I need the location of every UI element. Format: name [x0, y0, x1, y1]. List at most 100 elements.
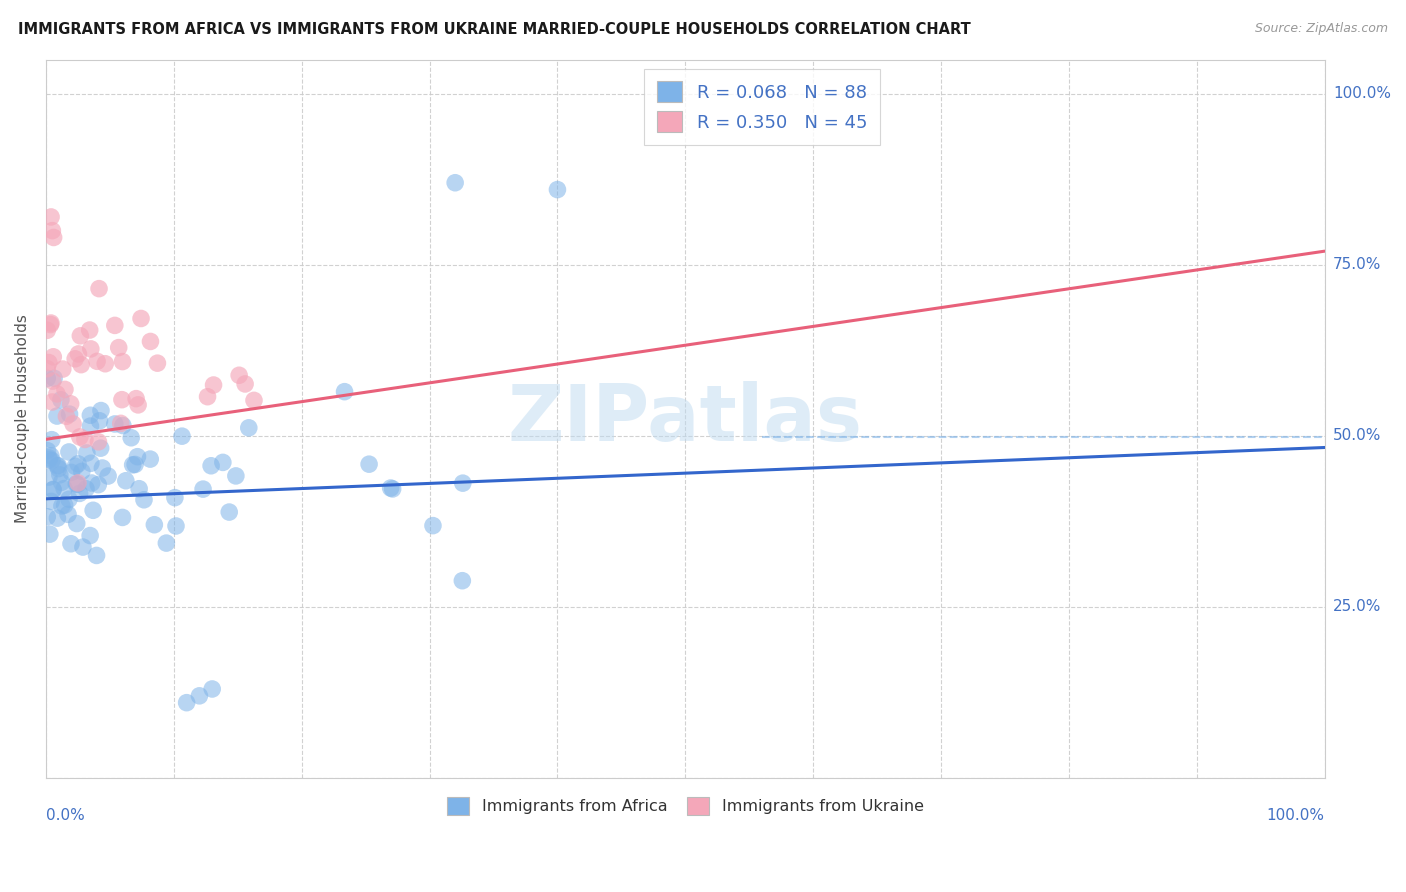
Point — [546, 183, 568, 197]
Point — [197, 390, 219, 404]
Y-axis label: Married-couple Households: Married-couple Households — [15, 314, 30, 524]
Point — [238, 421, 260, 435]
Point — [42, 350, 65, 364]
Point — [51, 475, 73, 490]
Point — [45, 387, 67, 401]
Point — [111, 354, 134, 368]
Point — [90, 441, 112, 455]
Point — [163, 491, 186, 505]
Point — [39, 318, 62, 332]
Point — [146, 356, 169, 370]
Point — [89, 414, 111, 428]
Point — [80, 342, 103, 356]
Point — [202, 378, 225, 392]
Text: 25.0%: 25.0% — [1333, 599, 1381, 615]
Point — [42, 371, 65, 385]
Point — [37, 509, 59, 524]
Point — [359, 457, 381, 471]
Point — [37, 371, 59, 385]
Point — [58, 492, 80, 507]
Point — [65, 477, 87, 491]
Point — [59, 397, 82, 411]
Point — [62, 417, 84, 431]
Point — [132, 492, 155, 507]
Point — [380, 481, 402, 495]
Point — [451, 476, 474, 491]
Point — [86, 354, 108, 368]
Point — [79, 409, 101, 423]
Point — [66, 475, 89, 490]
Text: 50.0%: 50.0% — [1333, 428, 1381, 443]
Point — [80, 475, 103, 490]
Point — [114, 474, 136, 488]
Point — [104, 318, 127, 333]
Point — [67, 457, 90, 471]
Point — [200, 458, 222, 473]
Point — [72, 540, 94, 554]
Point — [127, 398, 149, 412]
Point — [139, 334, 162, 349]
Point — [41, 395, 63, 409]
Point — [52, 362, 75, 376]
Point — [243, 393, 266, 408]
Point — [104, 417, 127, 431]
Point — [165, 519, 187, 533]
Point — [225, 469, 247, 483]
Point — [37, 443, 59, 458]
Text: ZIPatlas: ZIPatlas — [508, 381, 863, 457]
Point — [66, 477, 89, 491]
Point — [127, 450, 149, 464]
Point — [170, 429, 193, 443]
Point — [124, 458, 146, 472]
Point — [218, 505, 240, 519]
Point — [55, 409, 77, 424]
Point — [333, 384, 356, 399]
Point — [90, 403, 112, 417]
Point — [41, 224, 63, 238]
Point — [70, 465, 93, 479]
Point — [97, 469, 120, 483]
Point — [79, 528, 101, 542]
Point — [58, 407, 80, 421]
Point — [49, 467, 72, 482]
Point — [125, 392, 148, 406]
Point — [107, 341, 129, 355]
Point — [38, 450, 60, 465]
Point — [110, 417, 132, 431]
Point — [75, 482, 97, 496]
Text: 100.0%: 100.0% — [1333, 87, 1391, 102]
Point — [56, 508, 79, 522]
Point — [73, 433, 96, 447]
Point — [129, 311, 152, 326]
Point — [39, 494, 62, 508]
Point — [422, 518, 444, 533]
Point — [42, 374, 65, 388]
Point — [111, 392, 134, 407]
Point — [37, 323, 59, 337]
Text: IMMIGRANTS FROM AFRICA VS IMMIGRANTS FROM UKRAINE MARRIED-COUPLE HOUSEHOLDS CORR: IMMIGRANTS FROM AFRICA VS IMMIGRANTS FRO… — [18, 22, 972, 37]
Point — [46, 511, 69, 525]
Point — [38, 452, 60, 467]
Point — [46, 409, 69, 423]
Point — [444, 176, 467, 190]
Point — [69, 430, 91, 444]
Point — [42, 230, 65, 244]
Point — [381, 482, 404, 496]
Point — [76, 446, 98, 460]
Point — [38, 470, 60, 484]
Point — [70, 358, 93, 372]
Point — [46, 458, 69, 473]
Point — [39, 210, 62, 224]
Point — [80, 456, 103, 470]
Text: Source: ZipAtlas.com: Source: ZipAtlas.com — [1254, 22, 1388, 36]
Point — [63, 351, 86, 366]
Point — [79, 419, 101, 434]
Point — [53, 482, 76, 496]
Point — [121, 458, 143, 472]
Point — [60, 466, 83, 480]
Point — [233, 376, 256, 391]
Point — [53, 383, 76, 397]
Point — [51, 499, 73, 513]
Point — [87, 282, 110, 296]
Point — [120, 431, 142, 445]
